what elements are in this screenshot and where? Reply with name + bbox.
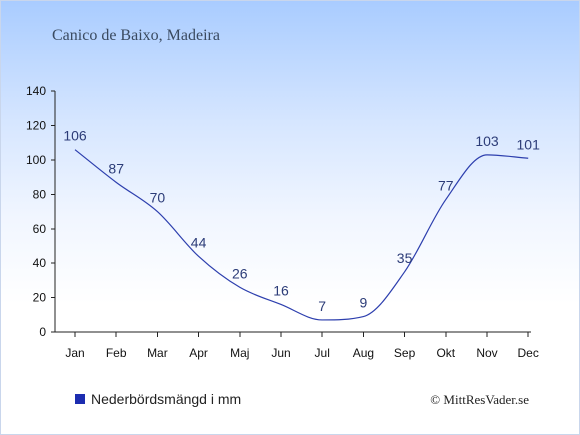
data-label: 7 [318, 298, 326, 314]
x-tick-label: Dec [518, 346, 539, 360]
precipitation-line [74, 149, 529, 321]
legend-swatch [75, 394, 85, 404]
data-label: 77 [438, 178, 454, 194]
data-label: 35 [397, 250, 413, 266]
x-tick-label: Jan [65, 346, 84, 360]
site-credit: © MittResVader.se [430, 392, 529, 407]
y-tick-label: 100 [26, 153, 46, 167]
data-label: 103 [475, 133, 499, 149]
chart-title: Canico de Baixo, Madeira [52, 27, 220, 44]
y-tick-label: 40 [33, 256, 47, 270]
data-label: 16 [273, 282, 289, 298]
x-tick-label: Sep [394, 346, 416, 360]
legend: Nederbördsmängd i mm [75, 391, 241, 407]
y-tick-label: 60 [33, 222, 47, 236]
data-label: 70 [150, 190, 166, 206]
x-tick-label: Mar [147, 346, 168, 360]
y-tick-label: 120 [26, 119, 46, 133]
data-labels: 106 87 70 44 26 16 7 9 35 77 103 101 [63, 128, 540, 314]
y-ticks: 0 20 40 60 80 100 120 140 [26, 84, 55, 339]
y-tick-label: 20 [33, 291, 47, 305]
x-tick-label: Aug [353, 346, 374, 360]
legend-label: Nederbördsmängd i mm [91, 391, 242, 407]
x-tick-label: Jul [315, 346, 330, 360]
x-tick-label: Apr [189, 346, 208, 360]
data-label: 9 [360, 295, 368, 311]
data-label: 106 [63, 128, 87, 144]
data-label: 101 [517, 136, 541, 152]
x-tick-label: Nov [476, 346, 497, 360]
y-tick-label: 140 [26, 84, 46, 98]
data-label: 26 [232, 265, 248, 281]
x-tick-label: Jun [271, 346, 290, 360]
y-tick-label: 0 [39, 325, 46, 339]
x-tick-label: Feb [106, 346, 127, 360]
x-tick-label: Maj [230, 346, 249, 360]
data-label: 87 [108, 160, 124, 176]
x-ticks: Jan Feb Mar Apr Maj Jun Jul Aug Sep Okt Nov Dec [65, 332, 539, 360]
x-tick-label: Okt [436, 346, 455, 360]
y-tick-label: 80 [33, 187, 47, 201]
data-label: 44 [191, 234, 207, 250]
